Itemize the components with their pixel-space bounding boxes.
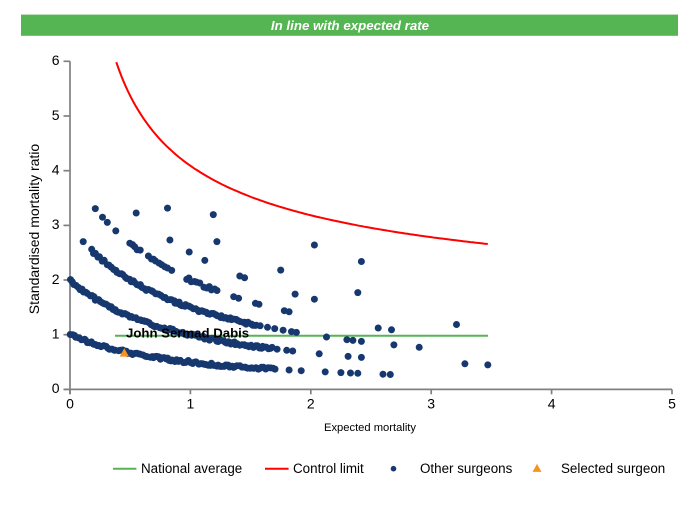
- svg-text:1: 1: [187, 396, 195, 412]
- svg-text:4: 4: [548, 396, 556, 412]
- svg-text:0: 0: [66, 396, 74, 412]
- svg-text:National average: National average: [141, 461, 242, 476]
- svg-text:0: 0: [52, 380, 60, 396]
- svg-text:Expected mortality: Expected mortality: [324, 422, 416, 434]
- svg-text:Other surgeons: Other surgeons: [420, 461, 513, 476]
- svg-text:4: 4: [52, 162, 60, 178]
- svg-text:2: 2: [52, 271, 60, 287]
- svg-text:Control limit: Control limit: [293, 461, 364, 476]
- svg-text:6: 6: [52, 52, 60, 68]
- svg-text:2: 2: [307, 396, 315, 412]
- svg-text:John Sermad Dabis: John Sermad Dabis: [126, 326, 249, 341]
- svg-text:5: 5: [52, 107, 60, 123]
- svg-text:3: 3: [427, 396, 435, 412]
- svg-text:1: 1: [52, 326, 60, 342]
- svg-text:In line with expected rate: In line with expected rate: [271, 18, 430, 33]
- svg-text:Standardised mortality ratio: Standardised mortality ratio: [26, 144, 42, 315]
- svg-text:3: 3: [52, 216, 60, 232]
- svg-text:5: 5: [668, 396, 676, 412]
- svg-text:Selected surgeon: Selected surgeon: [561, 461, 665, 476]
